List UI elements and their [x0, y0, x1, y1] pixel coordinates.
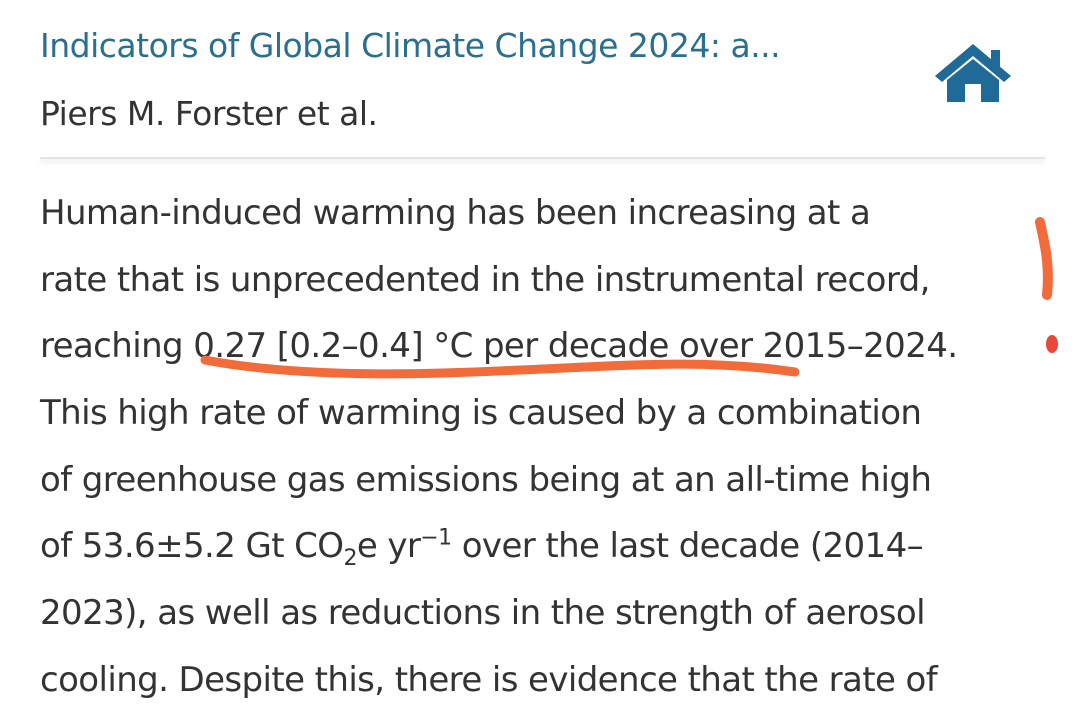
text-line: This high rate of warming is caused by a…	[40, 380, 957, 447]
text-run: e yr	[356, 526, 421, 567]
text-line: of greenhouse gas emissions being at an …	[40, 447, 957, 514]
text-line: reaching 0.27 [0.2–0.4] °C per decade ov…	[40, 313, 958, 380]
text-line: of 53.6±5.2 Gt CO2e yr−1 over the last d…	[40, 513, 957, 580]
text-run: rate that is unprecedented in the instru…	[40, 259, 930, 300]
text-run: Human-induced warming has been increasin…	[40, 193, 871, 233]
text-run: cooling. Despite this, there is evidence…	[40, 659, 938, 700]
text-line: 2023), as well as reductions in the stre…	[40, 580, 957, 647]
text-run: This high rate of warming is caused by a…	[40, 393, 922, 434]
text-run: of greenhouse gas emissions being at an …	[40, 459, 932, 500]
text-run: over the last decade (2014–	[451, 526, 924, 567]
authors: Piers M. Forster et al.	[40, 94, 378, 133]
text-run: 2023), as well as reductions in the stre…	[40, 593, 926, 634]
superscript: −1	[420, 526, 452, 552]
text-run: reaching 0.27 [0.2–0.4] °C per decade ov…	[40, 326, 958, 367]
subscript: 2	[343, 546, 357, 572]
text-line: Human-induced warming has been increasin…	[40, 180, 957, 247]
home-button[interactable]	[933, 40, 1013, 104]
header-divider	[40, 157, 1045, 159]
article-title[interactable]: Indicators of Global Climate Change 2024…	[40, 26, 781, 65]
text-run: of 53.6±5.2 Gt CO	[40, 526, 344, 567]
abstract-text: Human-induced warming has been increasin…	[40, 180, 958, 714]
text-line: cooling. Despite this, there is evidence…	[40, 647, 957, 714]
text-line: rate that is unprecedented in the instru…	[40, 247, 957, 314]
